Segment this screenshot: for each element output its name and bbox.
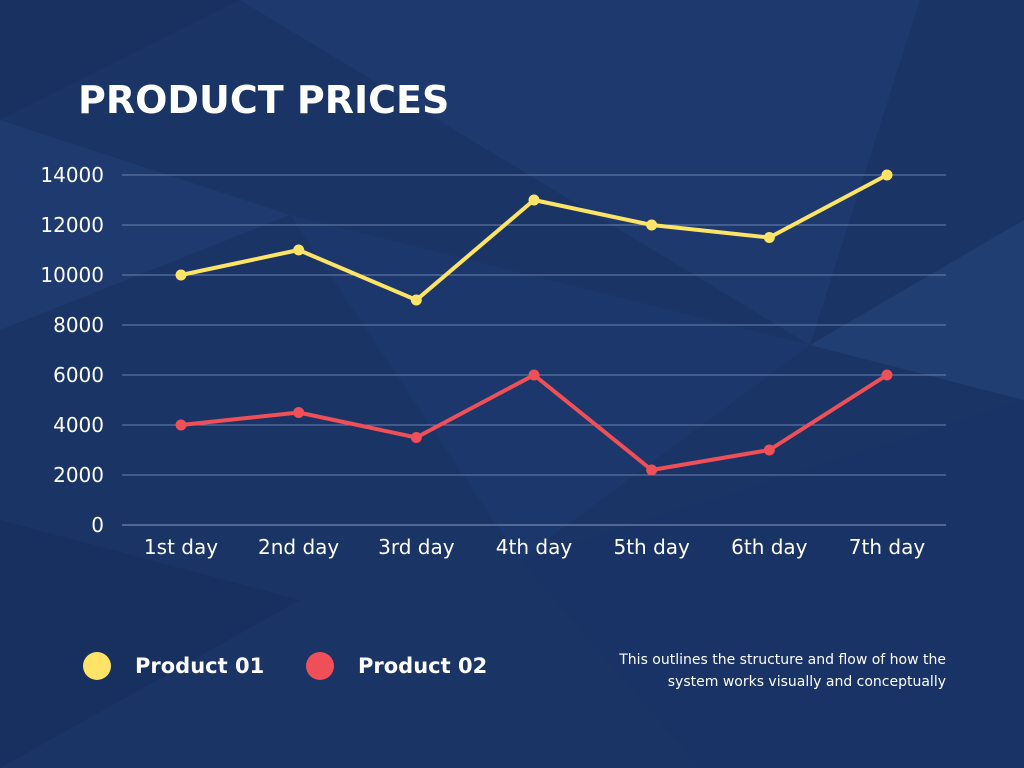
x-tick-label: 6th day	[731, 535, 808, 559]
description-note: This outlines the structure and flow of …	[619, 652, 946, 690]
data-point-series-1	[410, 294, 422, 306]
y-tick-label: 10000	[40, 263, 104, 287]
y-tick-label: 0	[91, 513, 104, 537]
data-point-series-1	[763, 232, 775, 243]
x-tick-label: 3rd day	[378, 535, 455, 559]
legend-marker-product-01	[83, 652, 111, 680]
series-line-1	[179, 173, 889, 302]
chart-title: PRODUCT PRICES	[78, 78, 450, 122]
series-line-2	[179, 373, 889, 472]
data-point-series-1	[175, 269, 187, 281]
x-tick-label: 4th day	[496, 535, 573, 559]
y-tick-label: 8000	[53, 313, 104, 337]
data-point-series-2	[293, 407, 305, 418]
y-tick-label: 4000	[53, 413, 104, 437]
data-point-series-2	[528, 369, 540, 381]
data-point-series-2	[881, 369, 893, 381]
x-tick-label: 7th day	[849, 535, 926, 559]
y-tick-label: 12000	[40, 213, 104, 237]
y-tick-label: 14000	[40, 163, 104, 187]
legend-item-product-02: Product 02	[306, 652, 487, 680]
legend-label-product-01: Product 01	[135, 654, 265, 678]
data-point-series-1	[881, 169, 893, 181]
y-tick-label: 2000	[53, 463, 104, 487]
data-point-series-2	[175, 419, 187, 431]
legend-item-product-01: Product 01	[83, 652, 264, 680]
data-point-series-2	[410, 432, 422, 443]
data-point-series-2	[763, 444, 775, 456]
x-tick-label: 1st day	[144, 535, 218, 559]
data-point-series-1	[528, 194, 540, 206]
data-point-series-1	[646, 219, 658, 231]
x-tick-label: 5th day	[613, 535, 690, 559]
legend-label-product-02: Product 02	[358, 654, 488, 678]
data-point-series-2	[646, 464, 658, 476]
x-tick-label: 2nd day	[258, 535, 339, 559]
y-tick-label: 6000	[53, 363, 104, 387]
data-point-series-1	[293, 244, 305, 256]
legend-marker-product-02	[306, 652, 334, 680]
